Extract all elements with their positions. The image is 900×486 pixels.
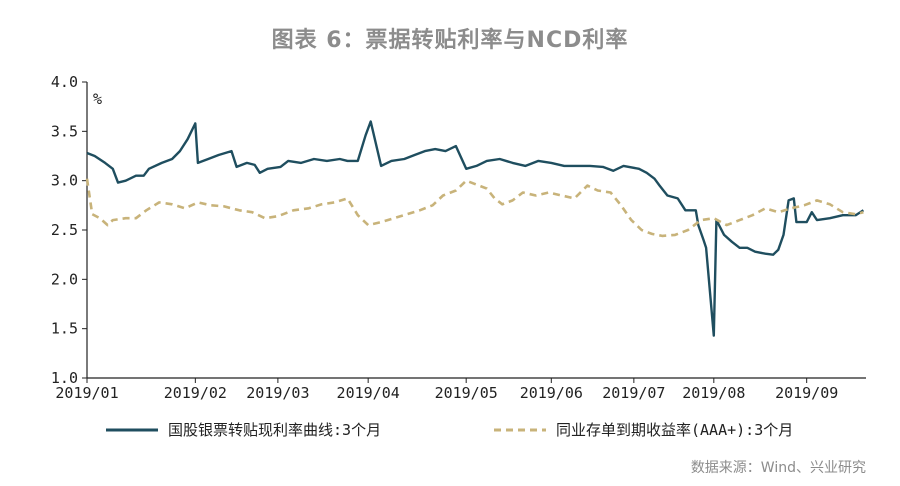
x-tick-label: 2019/07: [602, 384, 665, 402]
x-tick-label: 2019/06: [520, 384, 583, 402]
y-tick-label: 1.5: [51, 320, 78, 338]
discount-rate-line: [86, 120, 865, 337]
x-tick-label: 2019/04: [337, 384, 400, 402]
chart-title: 图表 6：票据转贴利率与NCD利率: [271, 28, 629, 53]
ncd-yield-line: [85, 178, 864, 238]
y-tick-label: 1.0: [51, 369, 78, 387]
series-lines: [85, 120, 865, 337]
x-tick-label: 2019/03: [246, 384, 309, 402]
x-tick-label: 2019/09: [775, 384, 838, 402]
x-tick-label: 2019/01: [55, 384, 118, 402]
source-note: 数据来源：Wind、兴业研究: [690, 460, 866, 476]
x-tick-label: 2019/08: [682, 384, 745, 402]
x-tick-label: 2019/05: [435, 384, 498, 402]
y-tick-label: 3.5: [51, 122, 78, 140]
legend-label-discount: 国股银票转贴现利率曲线:3个月: [168, 421, 381, 439]
y-tick-label: 4.0: [51, 73, 78, 91]
y-unit-label: %: [93, 90, 102, 108]
legend-label-ncd: 同业存单到期收益率(AAA+):3个月: [556, 421, 793, 439]
y-tick-label: 3.0: [51, 172, 78, 190]
y-tick-label: 2.5: [51, 221, 78, 239]
axes: 4.0 3.5 3.0 2.5 2.0 1.5 1.0% 2019/01 2019/02 2019…: [51, 73, 866, 402]
y-tick-label: 2.0: [51, 270, 78, 288]
legend: 国股银票转贴现利率曲线:3个月 同业存单到期收益率(AAA+):3个月: [106, 421, 793, 439]
x-tick-label: 2019/02: [164, 384, 227, 402]
